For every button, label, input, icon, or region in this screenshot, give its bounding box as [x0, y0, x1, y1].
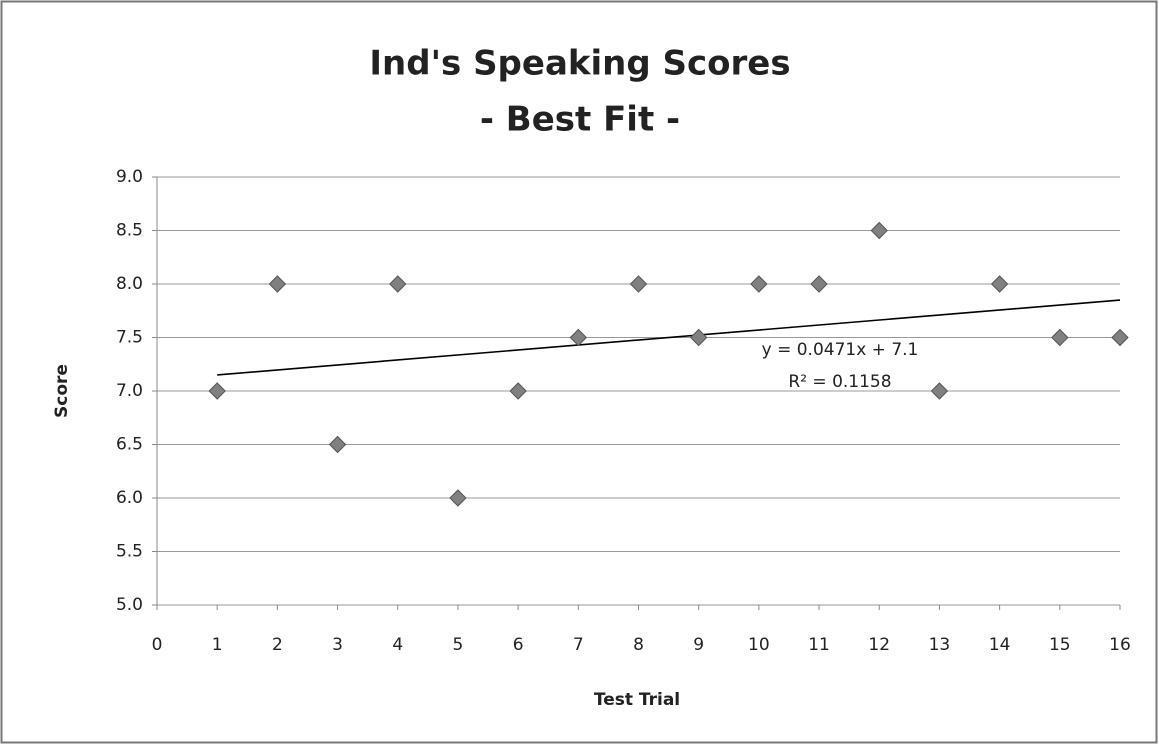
- trendline-equation: y = 0.0471x + 7.1: [762, 340, 919, 360]
- data-point: [268, 275, 287, 293]
- data-point: [629, 275, 648, 293]
- x-axis-label: Test Trial: [594, 690, 680, 710]
- data-point: [449, 489, 467, 507]
- data-point: [328, 435, 347, 454]
- x-tick-label: 0: [152, 635, 163, 655]
- data-point: [208, 382, 226, 400]
- x-tick-label: 9: [693, 635, 704, 655]
- data-point: [870, 221, 888, 240]
- x-tick-label: 12: [868, 635, 890, 655]
- y-tick-label: 5.5: [116, 542, 143, 562]
- y-tick-label: 7.5: [116, 328, 143, 348]
- x-tick-label: 8: [633, 635, 644, 655]
- data-point: [930, 382, 949, 400]
- y-axis-label: Score: [52, 364, 72, 418]
- y-tick-label: 9.0: [116, 167, 143, 187]
- y-tick-label: 7.0: [116, 381, 143, 401]
- data-point: [569, 328, 588, 347]
- x-tick-label: 10: [748, 635, 770, 655]
- data-point: [689, 328, 708, 347]
- x-tick-label: 5: [453, 635, 464, 655]
- trendline-r2: R² = 0.1158: [788, 372, 891, 392]
- x-tick-label: 3: [332, 635, 343, 655]
- data-point: [1051, 328, 1069, 347]
- y-tick-label: 6.5: [116, 435, 143, 455]
- data-point: [1111, 328, 1129, 347]
- y-tick-label: 6.0: [116, 488, 143, 508]
- x-tick-label: 6: [513, 635, 524, 655]
- data-point: [509, 382, 527, 400]
- data-point: [389, 275, 407, 293]
- data-point: [810, 275, 828, 293]
- x-tick-label: 7: [573, 635, 584, 655]
- x-tick-label: 14: [989, 635, 1011, 655]
- x-tick-label: 11: [808, 635, 830, 655]
- x-tick-label: 15: [1049, 635, 1071, 655]
- x-tick-label: 1: [212, 635, 223, 655]
- x-tick-label: 2: [272, 635, 283, 655]
- y-tick-label: 8.0: [116, 274, 143, 294]
- data-point: [750, 275, 768, 293]
- x-tick-label: 13: [929, 635, 951, 655]
- chart-title: Ind's Speaking Scores: [369, 44, 790, 84]
- data-point: [990, 275, 1009, 293]
- x-tick-label: 16: [1109, 635, 1131, 655]
- y-tick-label: 8.5: [116, 221, 143, 241]
- chart-title: - Best Fit -: [480, 100, 680, 140]
- y-tick-label: 5.0: [116, 595, 143, 615]
- trendline: [217, 299, 1121, 376]
- x-tick-label: 4: [392, 635, 403, 655]
